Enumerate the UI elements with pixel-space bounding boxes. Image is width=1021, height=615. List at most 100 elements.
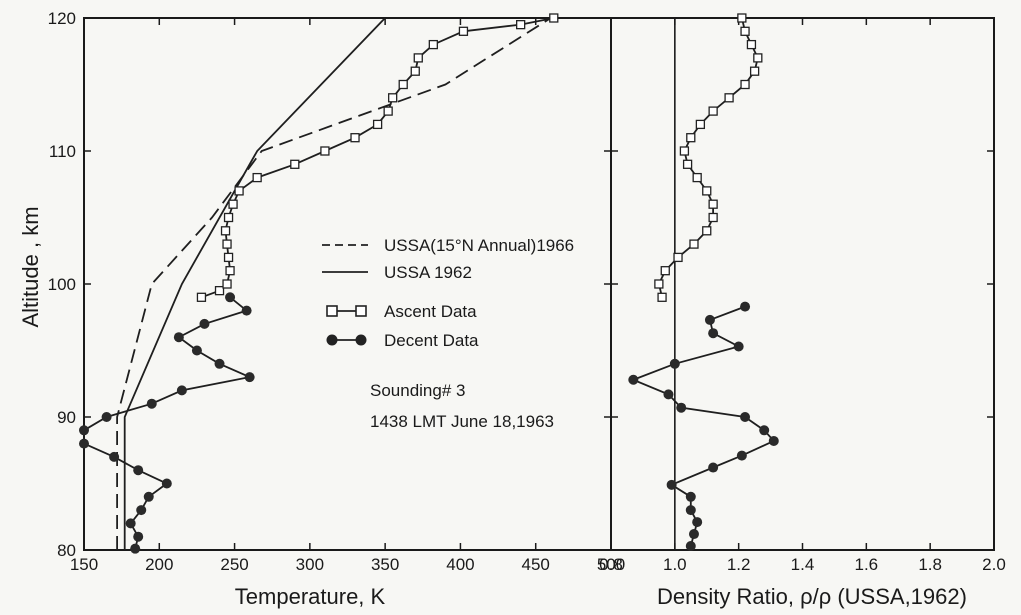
density-x-axis-label: Density Ratio, ρ/ρ (USSA,1962) [657, 584, 967, 609]
ascent-data-point [234, 186, 244, 196]
x-tick-label: 150 [70, 555, 98, 574]
ascent-data-point [388, 93, 398, 103]
decent-data-point [161, 478, 172, 489]
x-tick-label: 300 [296, 555, 324, 574]
ascent-data-point [702, 226, 712, 236]
ascent-data-point [695, 119, 706, 130]
decent-data-point [676, 402, 687, 413]
x-tick-label: 0.8 [599, 555, 623, 574]
sounding-annotation: Sounding# 3 [370, 381, 465, 400]
x-tick-label: 450 [522, 555, 550, 574]
ascent-data-point [383, 106, 393, 116]
ascent-data-point [740, 26, 750, 36]
axes-layer: 150 200 250 300 350 400 450 500 80 90 100 110 120 0.8… [48, 9, 1006, 574]
decent-data-point [666, 479, 677, 490]
ascent-data-point [413, 53, 423, 63]
y-tick-label: 100 [48, 275, 76, 294]
ascent-data-point [746, 39, 757, 50]
decent-data-point [688, 529, 699, 540]
decent-data-point [736, 450, 747, 461]
y-axis-label: Altitude , km [18, 206, 43, 327]
temperature-x-axis-label: Temperature, K [235, 584, 386, 609]
ascent-data-point [372, 119, 383, 130]
decent-data-point [759, 425, 770, 436]
decent-data-point [136, 505, 147, 516]
ascent-data-point [682, 159, 693, 169]
x-tick-label: 350 [371, 555, 399, 574]
decent-data-point [704, 314, 715, 325]
decent-data-point [685, 491, 696, 502]
x-tick-label: 400 [446, 555, 474, 574]
decent-data-point [125, 518, 136, 529]
decent-data-point [692, 517, 703, 528]
decent-data-point [768, 435, 779, 446]
decent-data-point [146, 398, 157, 409]
x-tick-label: 1.0 [663, 555, 687, 574]
decent-data-point [685, 541, 696, 552]
x-tick-label: 500 [597, 555, 625, 574]
ascent-data-point [290, 159, 300, 169]
decent-data-point [225, 292, 236, 303]
decent-data-point [199, 318, 210, 329]
ascent-data-point [222, 239, 232, 249]
legend-label-decent: Decent Data [384, 331, 479, 350]
x-tick-label: 1.2 [727, 555, 751, 574]
y-tick-label: 120 [48, 9, 76, 28]
ascent-data-point [214, 285, 225, 296]
decent-data-point [130, 543, 141, 554]
ascent-data-point [708, 199, 718, 209]
ascent-data-point [350, 133, 360, 143]
ascent-data-point [689, 239, 699, 249]
y-tick-label: 80 [57, 541, 76, 560]
series-line-decent-data [83, 296, 253, 549]
decent-data-point [244, 372, 255, 383]
ascent-data-point [702, 186, 712, 196]
ascent-data-point [724, 93, 734, 103]
series-line-ascent-data [657, 17, 759, 298]
x-tick-label: 1.4 [791, 555, 815, 574]
decent-data-point [143, 491, 154, 502]
legend: USSA(15°N Annual)1966 USSA 1962 Ascent D… [322, 236, 574, 350]
legend-label-ussa1966: USSA(15°N Annual)1966 [384, 236, 574, 255]
legend-label-ussa1962: USSA 1962 [384, 263, 472, 282]
legend-label-ascent: Ascent Data [384, 302, 477, 321]
ascent-data-point [708, 106, 718, 116]
decent-data-point [133, 465, 144, 476]
y-tick-label: 110 [49, 142, 76, 161]
decent-data-point [191, 345, 202, 356]
x-tick-label: 2.0 [982, 555, 1006, 574]
decent-data-point [173, 332, 184, 343]
ascent-data-point [708, 212, 718, 223]
ascent-data-point [660, 266, 670, 276]
ascent-data-point [225, 266, 235, 276]
series-line-ussa-1962 [123, 17, 386, 550]
ascent-data-point [398, 79, 408, 90]
x-tick-label: 1.8 [918, 555, 942, 574]
ascent-data-point [657, 292, 667, 302]
ascent-data-point [252, 172, 262, 183]
ascent-data-point [223, 252, 234, 263]
y-tick-label: 90 [57, 408, 76, 427]
ascent-data-point [673, 252, 683, 263]
ascent-data-point [458, 26, 469, 36]
decent-data-point [685, 505, 696, 516]
x-tick-label: 200 [145, 555, 173, 574]
decent-data-point [628, 374, 639, 385]
x-tick-label: 1.6 [855, 555, 879, 574]
ascent-data-point [196, 292, 207, 302]
ascent-data-point [549, 13, 559, 23]
decent-data-point [214, 358, 225, 369]
decent-data-point [101, 412, 112, 422]
decent-data-point [241, 305, 252, 316]
ascent-data-point [692, 172, 702, 183]
ascent-data-point [228, 199, 238, 209]
decent-data-point [708, 462, 719, 473]
decent-data-point [708, 328, 719, 339]
decent-data-point [740, 301, 751, 312]
decent-data-point [176, 385, 187, 396]
series-layer [79, 13, 779, 554]
ascent-data-point [654, 279, 664, 289]
ascent-data-point [737, 13, 747, 23]
decent-data-point [133, 531, 144, 542]
